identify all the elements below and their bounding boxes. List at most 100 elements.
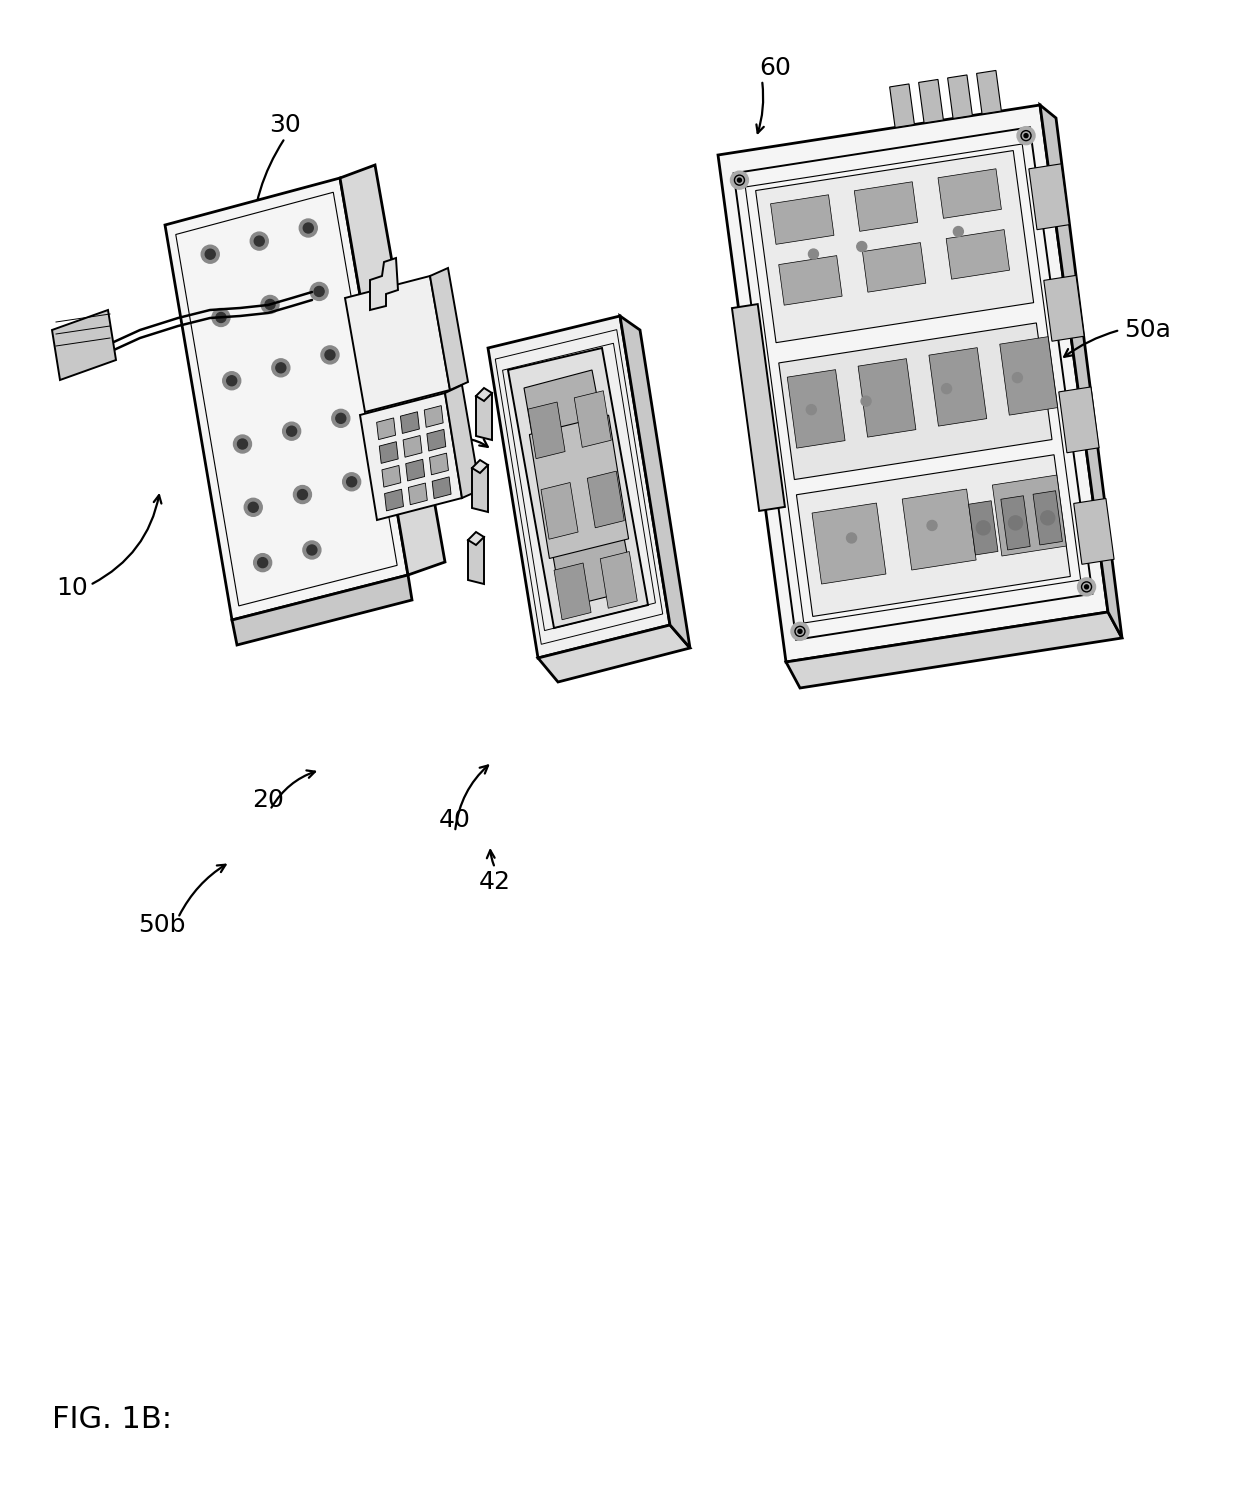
- Polygon shape: [401, 411, 419, 434]
- Polygon shape: [574, 390, 611, 447]
- Circle shape: [928, 521, 937, 531]
- Polygon shape: [903, 489, 976, 570]
- Circle shape: [250, 232, 268, 250]
- Circle shape: [847, 533, 857, 543]
- Circle shape: [861, 396, 870, 405]
- Circle shape: [272, 359, 290, 377]
- Circle shape: [1085, 585, 1089, 589]
- Polygon shape: [779, 323, 1052, 480]
- Polygon shape: [718, 105, 1109, 663]
- Polygon shape: [929, 347, 987, 426]
- Polygon shape: [787, 370, 846, 449]
- Circle shape: [248, 503, 258, 512]
- Circle shape: [244, 498, 262, 516]
- Polygon shape: [408, 483, 428, 504]
- Circle shape: [791, 622, 808, 640]
- Circle shape: [303, 542, 321, 560]
- Text: 44: 44: [419, 423, 451, 447]
- Circle shape: [254, 554, 272, 571]
- Circle shape: [1078, 577, 1096, 595]
- Circle shape: [857, 241, 867, 251]
- Circle shape: [332, 410, 350, 428]
- Circle shape: [216, 313, 226, 323]
- Circle shape: [738, 178, 742, 183]
- Circle shape: [262, 296, 279, 314]
- Polygon shape: [968, 501, 998, 555]
- Text: 42: 42: [479, 871, 511, 895]
- Circle shape: [238, 438, 248, 449]
- Polygon shape: [977, 70, 1002, 114]
- Circle shape: [1008, 516, 1023, 530]
- Circle shape: [799, 630, 802, 633]
- Circle shape: [941, 383, 951, 393]
- Circle shape: [954, 226, 963, 236]
- Text: FIG. 1B:: FIG. 1B:: [52, 1406, 172, 1435]
- Polygon shape: [529, 416, 629, 558]
- Circle shape: [201, 245, 219, 263]
- Polygon shape: [770, 194, 835, 244]
- Circle shape: [286, 426, 296, 437]
- Polygon shape: [476, 393, 492, 440]
- Polygon shape: [508, 349, 649, 628]
- Circle shape: [294, 486, 311, 504]
- Circle shape: [342, 473, 361, 491]
- Polygon shape: [445, 384, 480, 498]
- Circle shape: [258, 558, 268, 567]
- Polygon shape: [1029, 165, 1069, 230]
- Circle shape: [304, 223, 314, 233]
- Polygon shape: [1001, 495, 1030, 551]
- Circle shape: [265, 299, 275, 310]
- Circle shape: [223, 371, 241, 390]
- Text: 40: 40: [439, 808, 471, 832]
- Polygon shape: [232, 574, 412, 645]
- Text: 10: 10: [56, 576, 88, 600]
- Polygon shape: [382, 465, 401, 488]
- Polygon shape: [405, 459, 424, 480]
- Circle shape: [336, 413, 346, 423]
- Circle shape: [1040, 510, 1055, 525]
- Polygon shape: [1033, 491, 1063, 545]
- Polygon shape: [1044, 275, 1084, 341]
- Circle shape: [299, 218, 317, 236]
- Polygon shape: [472, 465, 489, 512]
- Text: 60: 60: [759, 55, 791, 79]
- Polygon shape: [467, 537, 484, 583]
- Polygon shape: [384, 489, 403, 510]
- Polygon shape: [779, 256, 842, 305]
- Polygon shape: [52, 310, 117, 380]
- Polygon shape: [999, 337, 1058, 414]
- Circle shape: [1017, 127, 1035, 145]
- Circle shape: [227, 375, 237, 386]
- Polygon shape: [1074, 498, 1114, 564]
- Text: 20: 20: [252, 788, 284, 812]
- Circle shape: [314, 286, 324, 296]
- Polygon shape: [889, 84, 914, 127]
- Polygon shape: [430, 268, 467, 390]
- Polygon shape: [467, 533, 484, 545]
- Polygon shape: [538, 625, 689, 682]
- Polygon shape: [937, 169, 1002, 218]
- Polygon shape: [919, 79, 944, 123]
- Polygon shape: [528, 402, 565, 459]
- Polygon shape: [554, 562, 591, 619]
- Text: 50a: 50a: [1125, 319, 1172, 343]
- Circle shape: [808, 248, 818, 259]
- Polygon shape: [165, 178, 408, 619]
- Polygon shape: [796, 455, 1070, 616]
- Polygon shape: [854, 183, 918, 232]
- Polygon shape: [489, 316, 670, 658]
- Circle shape: [806, 404, 816, 414]
- Polygon shape: [433, 477, 451, 498]
- Circle shape: [206, 250, 216, 259]
- Polygon shape: [600, 552, 637, 609]
- Polygon shape: [427, 429, 446, 450]
- Polygon shape: [812, 503, 885, 583]
- Circle shape: [283, 422, 300, 440]
- Polygon shape: [424, 405, 443, 428]
- Circle shape: [310, 283, 329, 301]
- Polygon shape: [620, 316, 689, 648]
- Polygon shape: [1040, 105, 1122, 637]
- Polygon shape: [1059, 387, 1099, 453]
- Polygon shape: [345, 275, 450, 411]
- Circle shape: [275, 364, 286, 373]
